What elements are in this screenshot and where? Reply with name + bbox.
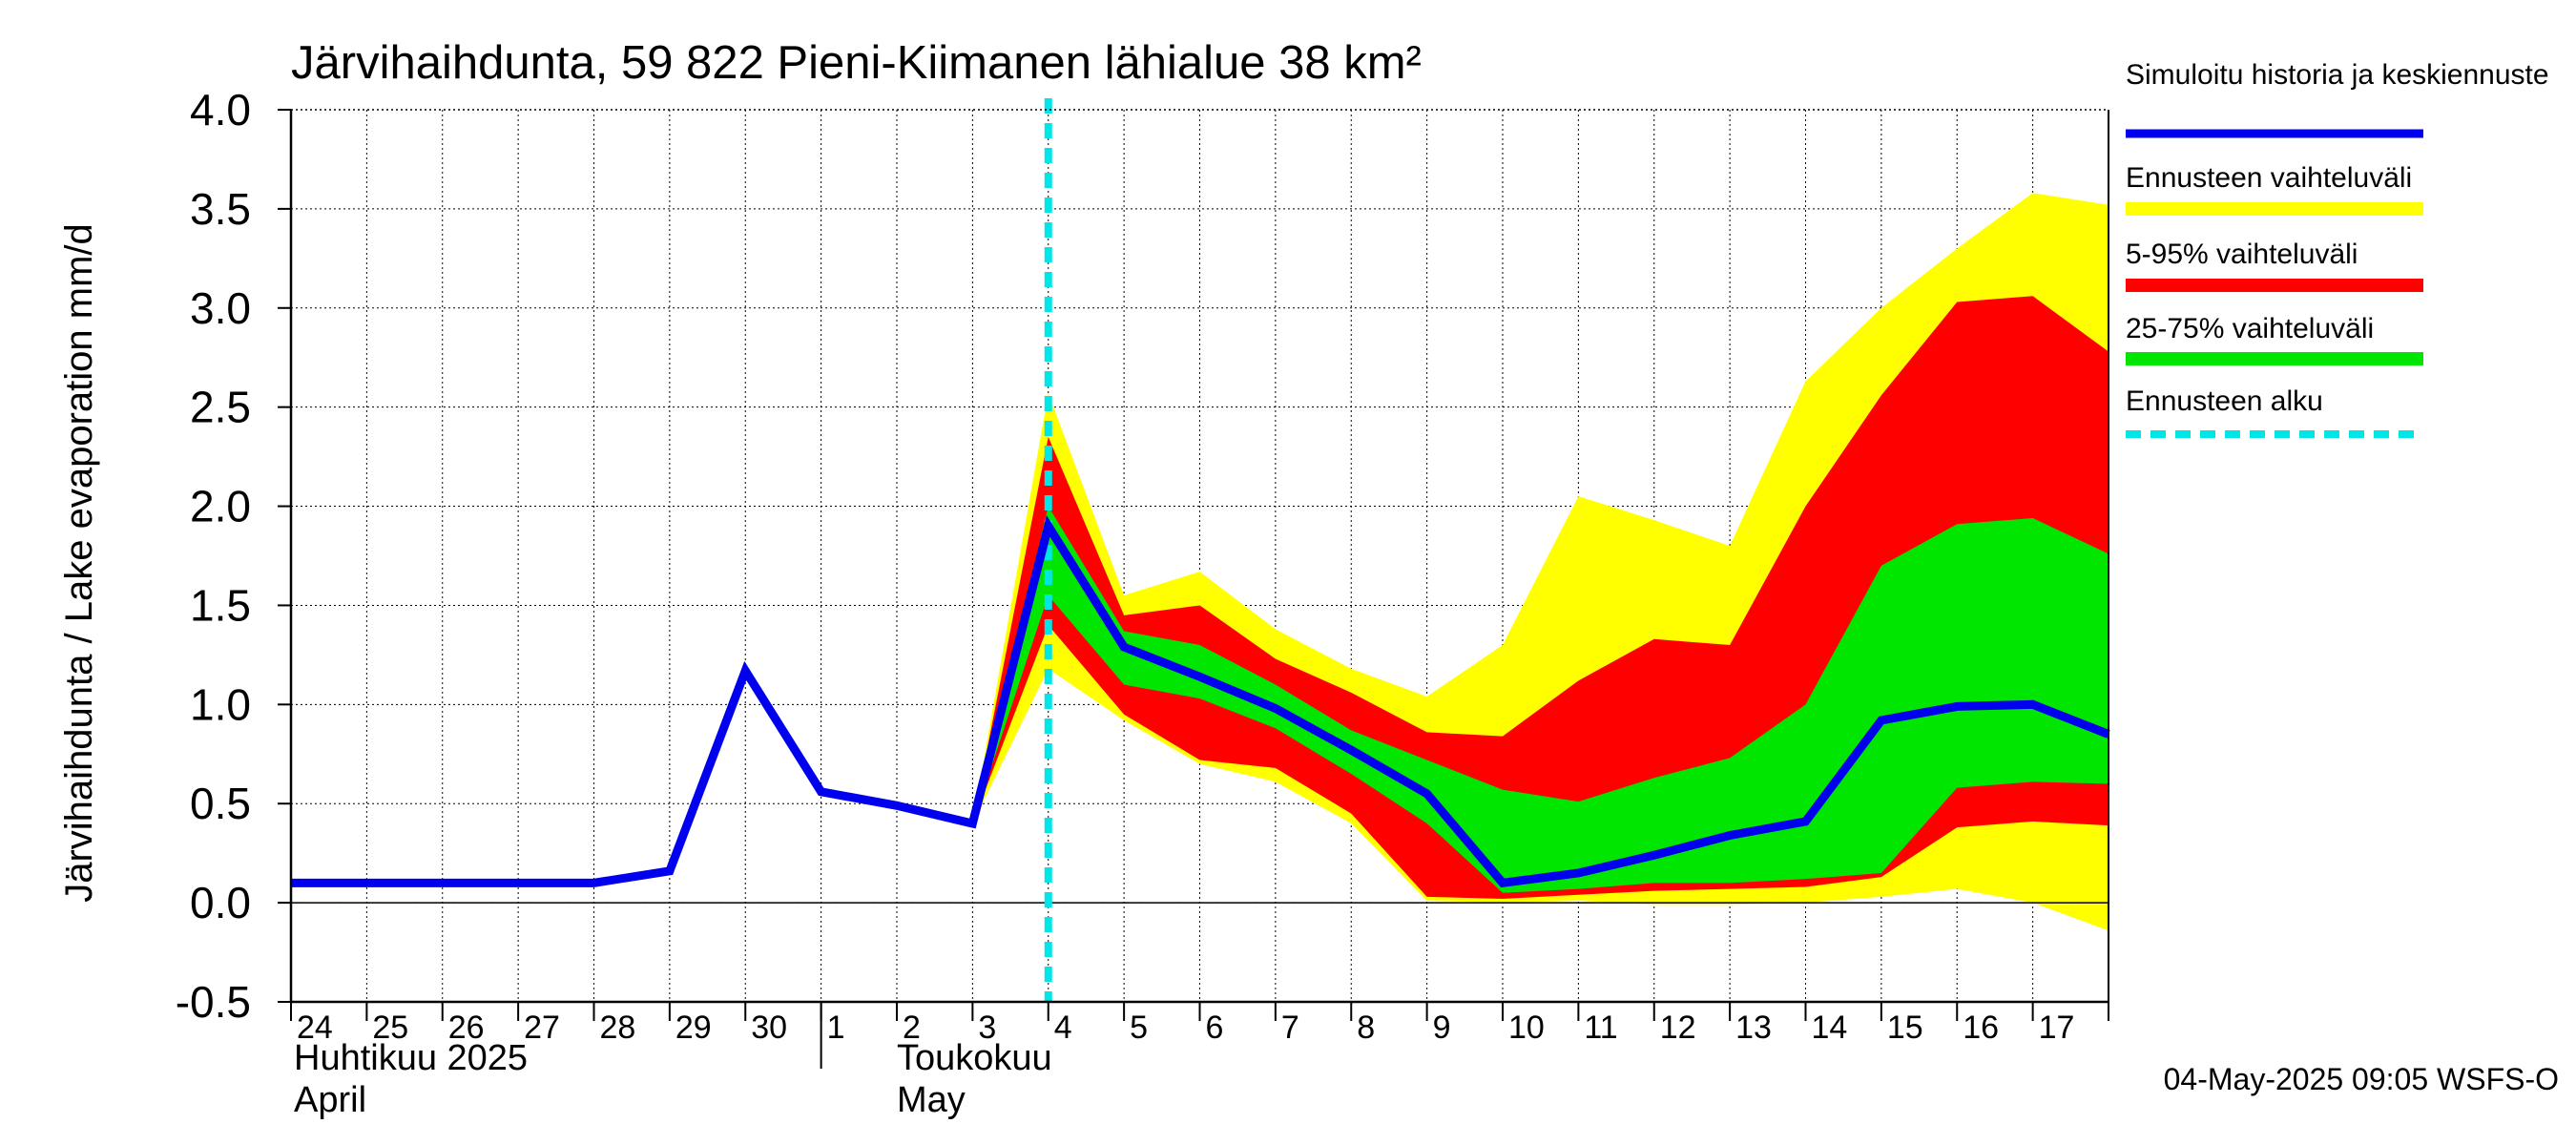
x-tick-label: 4 — [1054, 1010, 1072, 1046]
legend-red-swatch — [2126, 279, 2423, 292]
x-tick-label: 10 — [1508, 1010, 1545, 1046]
legend-green-label: 25-75% vaihteluväli — [2126, 313, 2374, 344]
x-tick-label: 9 — [1433, 1010, 1451, 1046]
legend-yellow-label: Ennusteen vaihteluväli — [2126, 162, 2412, 194]
y-tick-label: 2.0 — [190, 482, 251, 531]
forecast-bands — [972, 193, 2109, 931]
x-tick-label: 27 — [524, 1010, 560, 1046]
x-tick-label: 13 — [1735, 1010, 1772, 1046]
x-tick-label: 5 — [1130, 1010, 1148, 1046]
chart-title: Järvihaihdunta, 59 822 Pieni-Kiimanen lä… — [291, 37, 1422, 89]
x-tick-label: 8 — [1357, 1010, 1375, 1046]
y-tick-label: 1.5 — [190, 580, 251, 630]
month-label-may-fi: Toukokuu — [897, 1038, 1052, 1078]
y-tick-label: 4.0 — [190, 85, 251, 135]
x-tick-label: 17 — [2039, 1010, 2075, 1046]
x-tick-label: 7 — [1281, 1010, 1299, 1046]
x-tick-label: 30 — [751, 1010, 787, 1046]
y-tick-label: 0.0 — [190, 878, 251, 927]
y-axis-label: Järvihaihdunta / Lake evaporation mm/d — [58, 223, 100, 903]
legend-red-label: 5-95% vaihteluväli — [2126, 239, 2358, 270]
legend-yellow-swatch — [2126, 202, 2423, 216]
footer-timestamp: 04-May-2025 09:05 WSFS-O — [2164, 1062, 2559, 1096]
x-tick-labels: 24 25 26 27 28 29 30 1 2 3 4 5 6 7 8 9 10 11 12 13 14 15 16 17 — [297, 1010, 2074, 1046]
x-tick-label: 28 — [600, 1010, 636, 1046]
y-tick-label: 0.5 — [190, 779, 251, 828]
y-tick-label: 1.0 — [190, 679, 251, 729]
median-line — [291, 515, 2110, 888]
x-tick-label: 14 — [1812, 1010, 1848, 1046]
x-tick-label: 6 — [1206, 1010, 1224, 1046]
month-label-april-fi: Huhtikuu 2025 — [294, 1038, 528, 1078]
y-tick-label: 2.5 — [190, 383, 251, 432]
y-tick-labels: -0.5 0.0 0.5 1.0 1.5 2.0 2.5 3.0 3.5 4.0 — [176, 85, 251, 1027]
y-tick-label: -0.5 — [176, 977, 251, 1027]
month-label-may-en: May — [897, 1080, 966, 1120]
x-tick-label: 3 — [978, 1010, 996, 1046]
x-tick-label: 29 — [675, 1010, 712, 1046]
x-tick-label: 11 — [1584, 1010, 1617, 1046]
legend: Simuloitu historia ja keskiennuste Ennus… — [2126, 59, 2549, 438]
x-tick-label: 1 — [827, 1010, 845, 1046]
legend-green-swatch — [2126, 352, 2423, 365]
x-tick-label: 26 — [448, 1010, 485, 1046]
x-tick-label: 15 — [1887, 1010, 1923, 1046]
x-tick-label: 16 — [1963, 1010, 1999, 1046]
legend-start-label: Ennusteen alku — [2126, 385, 2323, 417]
x-tick-label: 24 — [297, 1010, 333, 1046]
x-tick-label: 12 — [1660, 1010, 1696, 1046]
legend-history-label: Simuloitu historia ja keskiennuste — [2126, 59, 2549, 91]
month-label-april-en: April — [294, 1080, 366, 1120]
y-tick-label: 3.0 — [190, 283, 251, 333]
axes — [278, 109, 2109, 1069]
x-tick-label: 25 — [372, 1010, 408, 1046]
y-tick-label: 3.5 — [190, 184, 251, 234]
x-tick-label: 2 — [903, 1010, 921, 1046]
median-line-layer — [291, 98, 2110, 1002]
